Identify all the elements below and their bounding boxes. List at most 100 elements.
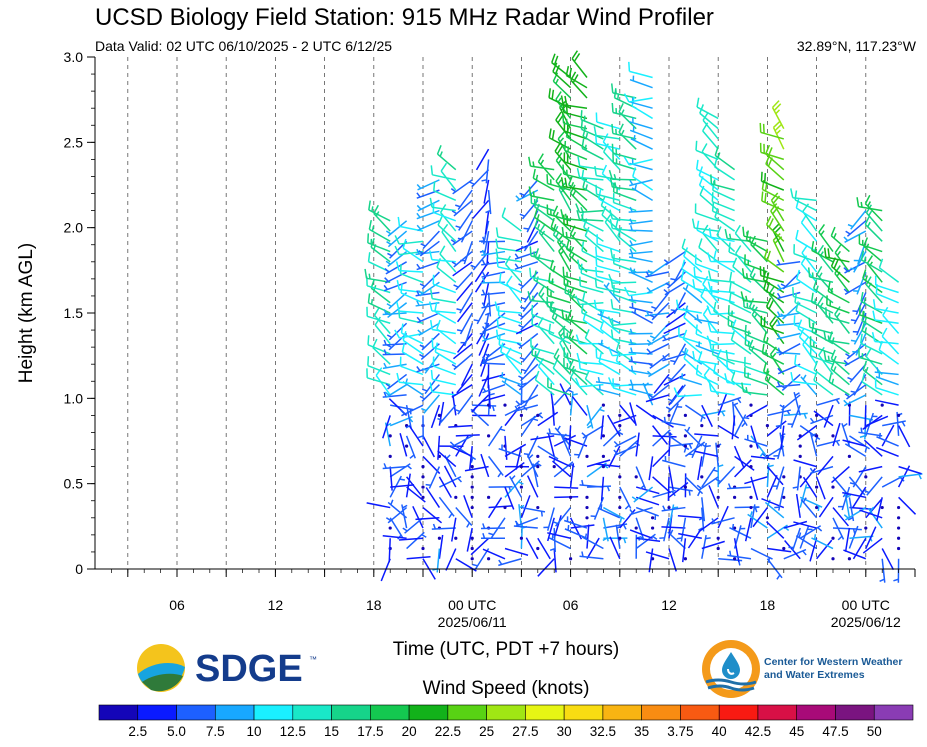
wind-barb xyxy=(481,322,506,333)
wind-barb xyxy=(696,476,719,492)
wind-barb xyxy=(436,145,457,171)
wind-barb xyxy=(563,327,588,345)
wind-barb xyxy=(724,373,752,386)
wind-barb xyxy=(586,406,605,427)
calm-wind-marker xyxy=(585,454,589,458)
wind-barb xyxy=(399,537,424,541)
wind-barb xyxy=(561,113,588,130)
wind-barb xyxy=(600,415,605,440)
wind-barb xyxy=(547,377,571,396)
wind-barb xyxy=(385,220,408,237)
wind-barb xyxy=(366,502,391,509)
wind-barb xyxy=(860,250,883,273)
wind-barb xyxy=(713,157,736,181)
wind-barb xyxy=(595,266,620,284)
calm-wind-marker xyxy=(421,465,425,469)
wind-barb xyxy=(514,261,539,270)
colorbar-tick-label: 25 xyxy=(479,724,494,739)
wind-barb xyxy=(439,475,463,488)
wind-barb xyxy=(608,445,621,468)
calm-wind-marker xyxy=(700,475,704,479)
wind-barb xyxy=(586,404,594,429)
wind-barb xyxy=(612,284,637,304)
wind-barb xyxy=(556,233,572,263)
wind-barb xyxy=(813,360,834,386)
calm-wind-marker xyxy=(716,495,720,499)
colorbar-swatch xyxy=(525,704,565,721)
colorbar-tick-label: 35 xyxy=(634,724,649,739)
calm-wind-marker xyxy=(880,403,884,407)
calm-wind-marker xyxy=(503,505,507,510)
wind-barb xyxy=(382,362,407,370)
calm-wind-marker xyxy=(421,546,425,551)
wind-barb xyxy=(717,505,729,529)
wind-barb xyxy=(865,276,883,304)
wind-barb xyxy=(421,394,440,414)
wind-barb xyxy=(406,531,427,550)
wind-barb xyxy=(430,404,441,429)
wind-barb xyxy=(456,373,473,394)
wind-barb xyxy=(602,517,609,542)
wind-barb xyxy=(428,250,456,263)
calm-wind-marker xyxy=(847,454,852,458)
wind-barb xyxy=(386,291,408,310)
wind-barb xyxy=(519,343,539,363)
wind-barb xyxy=(628,328,653,335)
wind-barb xyxy=(495,238,522,253)
wind-barb xyxy=(649,302,670,321)
wind-barb xyxy=(455,434,480,437)
wind-barb xyxy=(554,486,579,489)
wind-barb xyxy=(438,534,444,559)
wind-barb xyxy=(635,466,647,490)
wind-barb xyxy=(400,404,424,417)
colorbar-swatch xyxy=(331,704,371,721)
wind-barb xyxy=(740,291,768,304)
wind-barb xyxy=(430,165,456,181)
wind-barb xyxy=(480,533,506,540)
wind-barb xyxy=(725,359,752,376)
wind-barb xyxy=(708,227,735,243)
wind-barb xyxy=(603,143,621,171)
wind-barb xyxy=(665,312,686,328)
wind-barb xyxy=(843,281,867,296)
wind-barb xyxy=(652,448,670,468)
wind-barb xyxy=(879,558,886,583)
wind-barb xyxy=(727,483,752,490)
wind-barb xyxy=(595,348,621,365)
wind-barb xyxy=(695,140,719,161)
wind-barb xyxy=(478,374,490,397)
calm-wind-marker xyxy=(897,526,901,530)
wind-barb xyxy=(694,450,719,458)
colorbar-swatch xyxy=(214,704,255,721)
wind-barb xyxy=(563,152,588,171)
calm-wind-marker xyxy=(634,475,638,479)
wind-barb xyxy=(629,384,653,396)
wind-barb xyxy=(763,248,785,273)
wind-barb xyxy=(396,301,424,314)
wind-barb xyxy=(734,459,752,478)
wind-barb xyxy=(698,497,706,522)
wind-barb xyxy=(470,537,490,556)
colorbar-tick-label: 5.0 xyxy=(167,724,186,739)
wind-barb xyxy=(807,267,834,284)
wind-barb xyxy=(776,320,801,327)
calm-wind-marker xyxy=(847,403,852,407)
wind-barb xyxy=(475,148,490,171)
wind-barb xyxy=(598,189,621,212)
wind-barb xyxy=(612,153,637,171)
wind-barb xyxy=(800,374,818,396)
wind-barb xyxy=(597,504,621,519)
wind-barb xyxy=(488,517,506,539)
wind-barb xyxy=(759,122,785,140)
wind-barb xyxy=(861,372,883,396)
wind-barb xyxy=(710,174,735,191)
colorbar-swatch xyxy=(757,704,798,721)
wind-barb xyxy=(472,199,490,219)
wind-barb xyxy=(783,520,808,529)
colorbar-tick-label: 47.5 xyxy=(822,724,848,739)
calm-wind-marker xyxy=(519,536,524,540)
wind-barb xyxy=(728,292,752,314)
wind-barb xyxy=(711,517,735,525)
wind-barb xyxy=(865,526,877,549)
wind-barb xyxy=(615,524,622,549)
